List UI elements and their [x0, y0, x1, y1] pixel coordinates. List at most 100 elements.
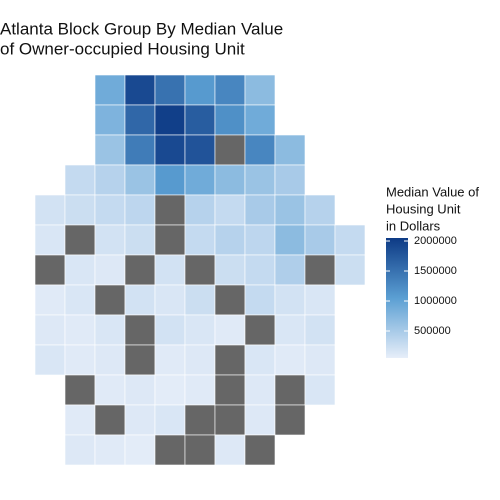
block-group	[154, 344, 186, 376]
block-group	[184, 344, 216, 376]
block-group	[154, 74, 186, 106]
block-group	[94, 134, 126, 166]
block-group	[94, 404, 126, 436]
block-group	[64, 284, 96, 316]
block-group	[64, 434, 96, 466]
block-group	[244, 164, 276, 196]
block-group	[214, 194, 246, 226]
block-group	[154, 104, 186, 136]
block-group	[304, 314, 336, 346]
block-group	[274, 284, 306, 316]
block-group	[94, 104, 126, 136]
block-group	[244, 434, 276, 466]
block-group	[154, 404, 186, 436]
block-group	[274, 194, 306, 226]
block-group	[214, 404, 246, 436]
legend-tick-label: 1000000	[414, 295, 457, 307]
block-group	[274, 344, 306, 376]
map	[34, 74, 366, 466]
block-group	[154, 434, 186, 466]
block-group	[244, 104, 276, 136]
block-group	[244, 134, 276, 166]
block-group	[184, 374, 216, 406]
block-group	[184, 74, 216, 106]
block-group	[64, 314, 96, 346]
block-group	[274, 164, 306, 196]
block-group	[154, 314, 186, 346]
block-group	[184, 314, 216, 346]
block-group	[94, 74, 126, 106]
block-group	[274, 254, 306, 286]
legend-tick-label: 500000	[414, 325, 451, 337]
block-group	[184, 164, 216, 196]
block-group	[244, 404, 276, 436]
block-group	[94, 374, 126, 406]
block-group	[214, 344, 246, 376]
block-group	[154, 284, 186, 316]
block-group	[244, 344, 276, 376]
block-group	[124, 434, 156, 466]
block-group	[34, 254, 66, 286]
legend-tick-label: 2000000	[414, 235, 457, 247]
block-group	[214, 74, 246, 106]
block-group	[154, 224, 186, 256]
legend-colorbar	[386, 238, 408, 358]
block-group	[64, 254, 96, 286]
block-group	[94, 224, 126, 256]
block-group	[64, 404, 96, 436]
block-group	[154, 164, 186, 196]
block-group	[244, 314, 276, 346]
block-group	[244, 224, 276, 256]
block-group	[184, 104, 216, 136]
block-group	[34, 194, 66, 226]
block-group	[94, 254, 126, 286]
block-group	[244, 284, 276, 316]
block-group	[304, 284, 336, 316]
block-group	[124, 164, 156, 196]
block-group	[34, 344, 66, 376]
block-group	[274, 224, 306, 256]
block-group	[124, 284, 156, 316]
block-group	[244, 374, 276, 406]
block-group	[124, 344, 156, 376]
block-group	[214, 374, 246, 406]
block-group	[184, 254, 216, 286]
block-group	[214, 314, 246, 346]
block-group	[124, 314, 156, 346]
block-group	[214, 134, 246, 166]
block-group	[94, 434, 126, 466]
block-group	[304, 194, 336, 226]
block-group	[184, 404, 216, 436]
legend-title: Housing Unit	[386, 201, 461, 216]
block-group	[334, 254, 366, 286]
block-group	[244, 194, 276, 226]
block-group	[304, 224, 336, 256]
block-group	[64, 224, 96, 256]
block-group	[124, 404, 156, 436]
block-group	[244, 254, 276, 286]
block-group	[274, 374, 306, 406]
block-group	[124, 104, 156, 136]
block-group	[124, 254, 156, 286]
block-group	[124, 194, 156, 226]
block-group	[64, 164, 96, 196]
block-group	[304, 374, 336, 406]
block-group	[124, 224, 156, 256]
block-group	[184, 434, 216, 466]
block-group	[64, 194, 96, 226]
legend-title: Median Value of	[386, 184, 479, 199]
legend-tick-label: 1500000	[414, 265, 457, 277]
block-group	[214, 104, 246, 136]
block-group	[214, 164, 246, 196]
block-group	[304, 344, 336, 376]
block-group	[154, 254, 186, 286]
block-group	[154, 374, 186, 406]
block-group	[274, 314, 306, 346]
block-group	[214, 254, 246, 286]
block-group	[154, 194, 186, 226]
block-group	[154, 134, 186, 166]
legend-title: in Dollars	[386, 218, 441, 233]
title-line: of Owner-occupied Housing Unit	[0, 39, 245, 58]
block-group	[304, 254, 336, 286]
block-group	[94, 344, 126, 376]
